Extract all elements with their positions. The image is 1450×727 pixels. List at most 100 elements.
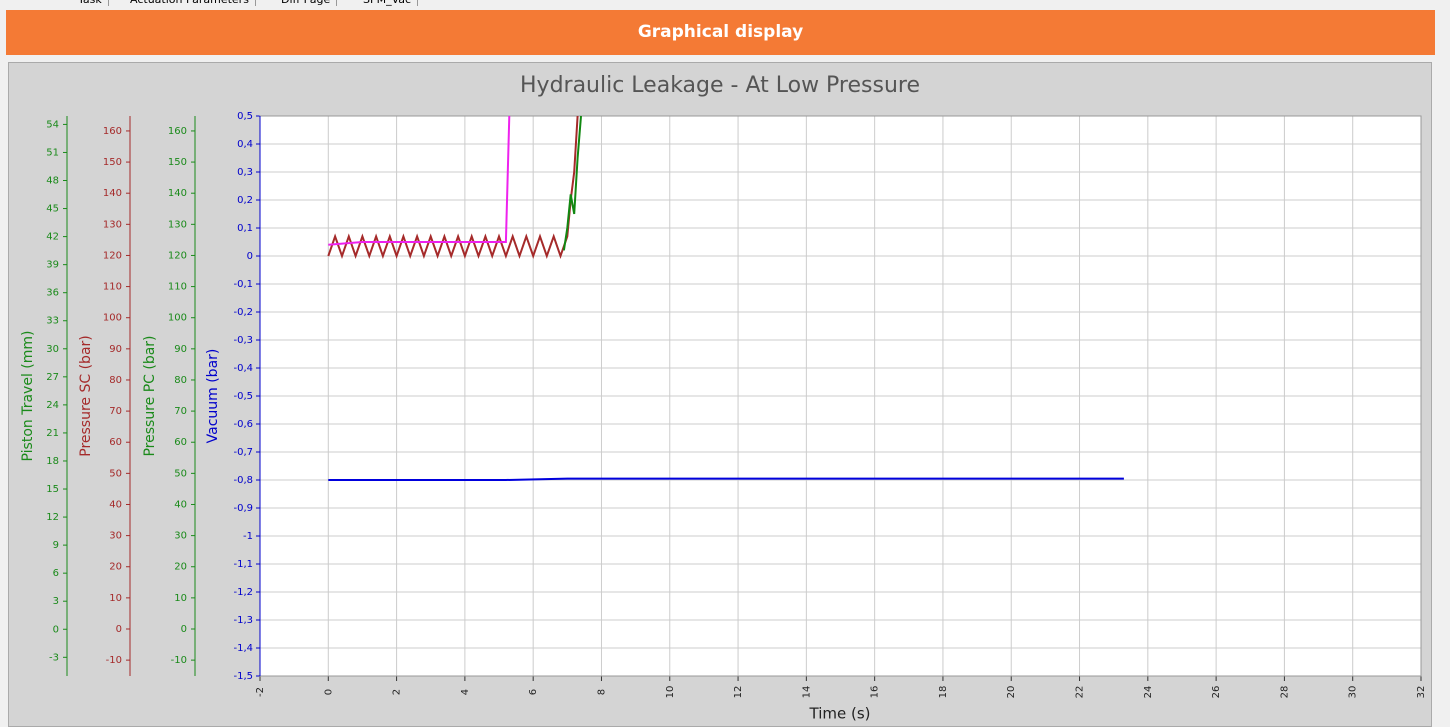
y-tick-label: -10 bbox=[106, 655, 122, 666]
y-tick-label: 27 bbox=[46, 372, 59, 383]
y-tick-label: 0 bbox=[116, 624, 122, 635]
y-tick-label: 120 bbox=[168, 250, 187, 261]
y-tick-label: 24 bbox=[46, 400, 59, 411]
y-tick-label: -0,3 bbox=[233, 335, 253, 346]
x-tick-label: 2 bbox=[392, 689, 403, 695]
y-tick-label: 160 bbox=[168, 126, 187, 137]
y-tick-label: 30 bbox=[174, 531, 187, 542]
y-tick-label: 40 bbox=[174, 499, 187, 510]
y-tick-label: -0,5 bbox=[233, 391, 253, 402]
y-tick-label: 45 bbox=[46, 204, 59, 215]
y-tick-label: 60 bbox=[109, 437, 122, 448]
y-tick-label: 110 bbox=[168, 282, 187, 293]
x-tick-label: 6 bbox=[528, 689, 539, 695]
x-tick-label: 12 bbox=[733, 686, 744, 699]
series-line bbox=[562, 115, 582, 251]
y-tick-label: 36 bbox=[46, 288, 59, 299]
x-tick-label: 26 bbox=[1211, 686, 1222, 699]
series-line bbox=[328, 477, 1124, 481]
y-tick-label: 0 bbox=[247, 251, 253, 262]
series-line bbox=[327, 115, 579, 260]
y-tick-label: 150 bbox=[103, 157, 122, 168]
x-tick-label: -2 bbox=[255, 687, 266, 697]
x-tick-label: 20 bbox=[1006, 686, 1017, 699]
y-tick-label: 15 bbox=[46, 484, 59, 495]
x-tick-label: 30 bbox=[1348, 686, 1359, 699]
y-tick-label: 140 bbox=[168, 188, 187, 199]
y-tick-label: -0,2 bbox=[233, 307, 253, 318]
y-tick-label: 90 bbox=[174, 344, 187, 355]
y-tick-label: -0,1 bbox=[233, 279, 253, 290]
y-tick-label: 40 bbox=[109, 499, 122, 510]
y-tick-label: 0,2 bbox=[237, 195, 253, 206]
tab-strip: Task Actuation Parameters Diff Page SPM_… bbox=[0, 0, 1450, 8]
y-tick-label: -0,6 bbox=[233, 419, 253, 430]
y-tick-label: 39 bbox=[46, 260, 59, 271]
y-tick-label: 50 bbox=[174, 468, 187, 479]
y-tick-label: 130 bbox=[103, 219, 122, 230]
y-tick-label: 48 bbox=[46, 176, 59, 187]
y-tick-label: 110 bbox=[103, 282, 122, 293]
chart-title: Hydraulic Leakage - At Low Pressure bbox=[520, 73, 920, 98]
y-axis-label: Vacuum (bar) bbox=[205, 349, 221, 444]
x-tick-label: 32 bbox=[1416, 686, 1427, 699]
x-tick-label: 14 bbox=[801, 686, 812, 699]
x-tick-label: 10 bbox=[665, 686, 676, 699]
x-tick-label: 4 bbox=[460, 689, 471, 695]
x-tick-label: 16 bbox=[870, 686, 881, 699]
y-tick-label: 33 bbox=[46, 316, 59, 327]
y-tick-label: 42 bbox=[46, 232, 59, 243]
y-tick-label: -10 bbox=[171, 655, 187, 666]
y-tick-label: 100 bbox=[103, 313, 122, 324]
y-tick-label: 0 bbox=[53, 624, 59, 635]
y-axis-label: Pressure PC (bar) bbox=[142, 335, 158, 456]
y-tick-label: 10 bbox=[109, 593, 122, 604]
y-tick-label: 0 bbox=[181, 624, 187, 635]
y-axis-label: Pressure SC (bar) bbox=[78, 335, 94, 457]
y-tick-label: 51 bbox=[46, 147, 59, 158]
y-tick-label: 3 bbox=[53, 596, 59, 607]
y-tick-label: -3 bbox=[49, 652, 59, 663]
x-tick-label: 8 bbox=[596, 689, 607, 695]
y-tick-label: 0,1 bbox=[237, 223, 253, 234]
y-tick-label: 140 bbox=[103, 188, 122, 199]
y-tick-label: 10 bbox=[174, 593, 187, 604]
y-tick-label: 30 bbox=[46, 344, 59, 355]
y-tick-label: -1,2 bbox=[233, 587, 253, 598]
header-bar: Graphical display bbox=[6, 10, 1435, 55]
y-tick-label: 21 bbox=[46, 428, 59, 439]
x-tick-label: 28 bbox=[1279, 686, 1290, 699]
y-tick-label: 130 bbox=[168, 219, 187, 230]
x-tick-label: 24 bbox=[1143, 686, 1154, 699]
y-tick-label: 70 bbox=[174, 406, 187, 417]
tab[interactable]: Task bbox=[72, 0, 109, 6]
y-tick-label: 90 bbox=[109, 344, 122, 355]
y-tick-label: 20 bbox=[174, 562, 187, 573]
y-tick-label: 120 bbox=[103, 250, 122, 261]
series-line bbox=[328, 115, 511, 246]
y-tick-label: -1 bbox=[243, 531, 253, 542]
x-tick-label: 22 bbox=[1075, 686, 1086, 699]
y-tick-label: 160 bbox=[103, 126, 122, 137]
y-tick-label: -0,7 bbox=[233, 447, 253, 458]
x-tick-label: 0 bbox=[323, 689, 334, 695]
y-tick-label: 80 bbox=[174, 375, 187, 386]
y-tick-label: -1,5 bbox=[233, 671, 253, 682]
y-tick-label: 9 bbox=[53, 540, 59, 551]
tab[interactable]: Actuation Parameters bbox=[124, 0, 256, 6]
y-tick-label: -0,9 bbox=[233, 503, 253, 514]
y-tick-label: 0,3 bbox=[237, 167, 253, 178]
y-tick-label: 54 bbox=[46, 119, 59, 130]
y-tick-label: 70 bbox=[109, 406, 122, 417]
y-tick-label: -0,4 bbox=[233, 363, 253, 374]
y-tick-label: 0,4 bbox=[237, 139, 253, 150]
y-tick-label: 150 bbox=[168, 157, 187, 168]
y-tick-label: 18 bbox=[46, 456, 59, 467]
tab[interactable]: Diff Page bbox=[275, 0, 338, 6]
x-tick-label: 18 bbox=[938, 686, 949, 699]
tab[interactable]: SPM_Vac bbox=[357, 0, 419, 6]
y-tick-label: -0,8 bbox=[233, 475, 253, 486]
y-tick-label: 60 bbox=[174, 437, 187, 448]
